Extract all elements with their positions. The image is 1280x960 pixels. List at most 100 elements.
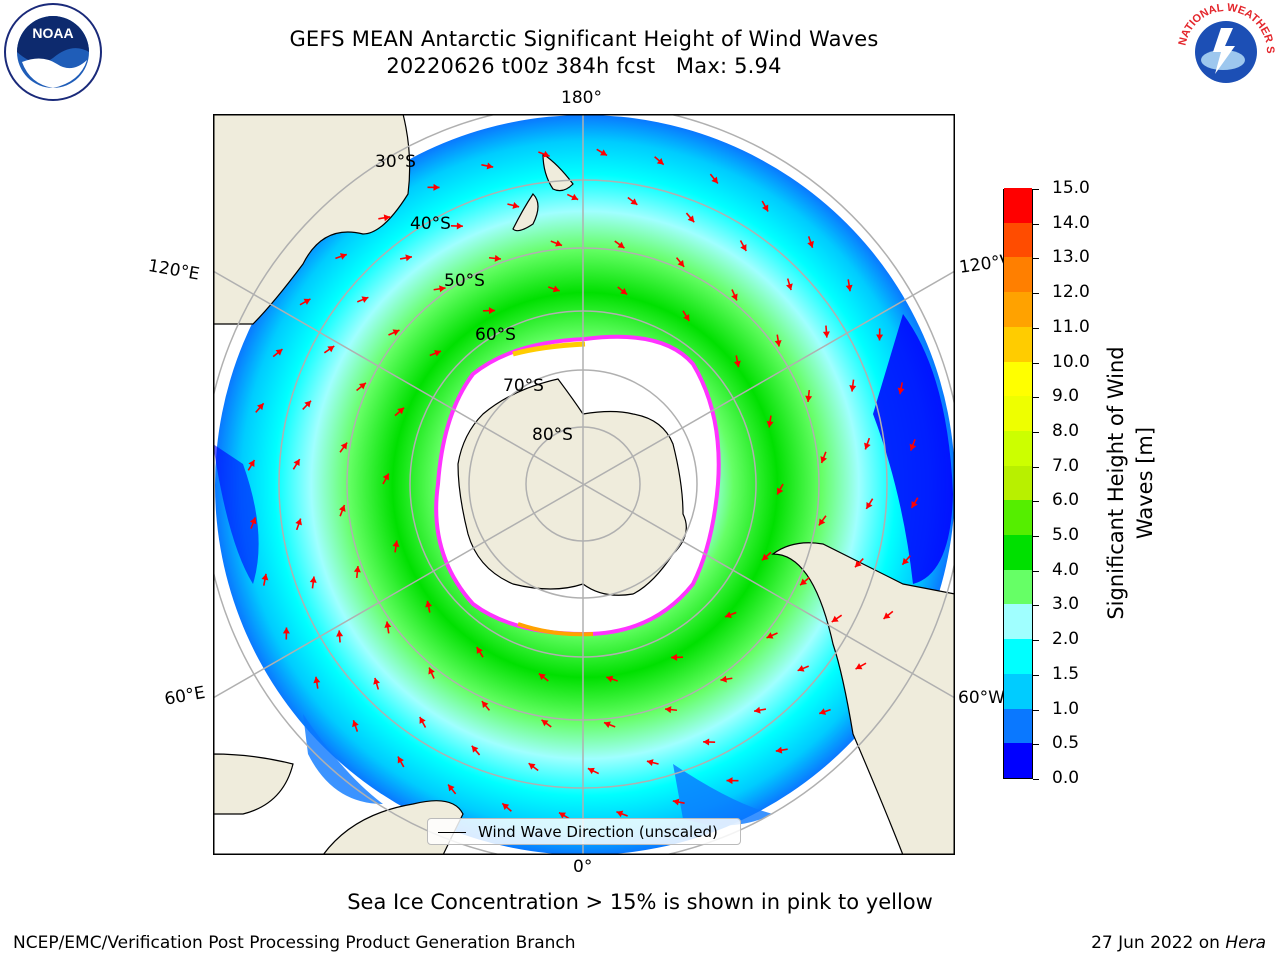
colorbar-tick [1033, 744, 1039, 746]
colorbar-tick-label: 3.0 [1052, 594, 1080, 615]
wave-arrow-head [340, 442, 348, 450]
wave-arrow-head [820, 456, 827, 463]
wave-arrow-head [434, 349, 441, 357]
colorbar-tick-label: 6.0 [1052, 490, 1080, 511]
colorbar-tick [1033, 536, 1039, 538]
wave-arrow-head [646, 759, 654, 766]
colorbar-tick-label: 0.5 [1052, 733, 1080, 754]
colorbar-segment [1004, 361, 1032, 397]
wave-arrow-head [502, 803, 510, 810]
colorbar-segment [1004, 465, 1032, 501]
colorbar-segment [1004, 395, 1032, 431]
colorbar-tick-label: 11.0 [1052, 316, 1090, 337]
lat-label-70s: 70°S [503, 376, 544, 396]
wave-arrow-head [428, 667, 435, 675]
wave-arrow-head [711, 176, 718, 184]
colorbar-tick [1033, 223, 1039, 225]
colorbar-tick-label: 2.0 [1052, 629, 1080, 650]
wave-arrow-head [471, 745, 479, 753]
colorbar-tick-label: 13.0 [1052, 247, 1090, 268]
wave-arrow-head [494, 254, 501, 262]
wave-arrow-head [405, 254, 412, 262]
colorbar-segment [1004, 534, 1032, 570]
colorbar-tick [1033, 397, 1039, 399]
wave-arrow-head [822, 331, 830, 338]
wave-arrow-head [800, 578, 807, 586]
wave-arrow-head [392, 540, 400, 547]
lon-label-60e: 60°E [163, 682, 207, 710]
colorbar-tick [1033, 605, 1039, 607]
wave-arrow-head [777, 487, 784, 495]
wave-arrow-head [392, 329, 400, 336]
colorbar-tick [1033, 293, 1039, 295]
colorbar-tick-label: 0.0 [1052, 768, 1080, 788]
colorbar-tick [1033, 709, 1039, 711]
footer-date: 27 Jun 2022 on Hera [1091, 933, 1266, 953]
lat-label-40s: 40°S [410, 214, 451, 234]
wave-arrow-head [397, 407, 405, 415]
wave-arrow-head [552, 285, 560, 293]
wave-arrow-head [359, 382, 366, 390]
wave-arrow-head [587, 767, 595, 775]
wave-arrow-head [762, 204, 769, 212]
colorbar-segment [1004, 742, 1032, 778]
wave-arrow-head [293, 459, 300, 467]
wave-arrow-head [854, 560, 862, 568]
colorbar-tick-label: 9.0 [1052, 386, 1080, 407]
wave-arrow-head [248, 460, 255, 467]
wave-arrow-head [855, 663, 863, 670]
colorbar-segment [1004, 603, 1032, 640]
lat-label-80s: 80°S [532, 425, 573, 445]
colorbar-tick-label: 5.0 [1052, 525, 1080, 546]
wave-arrow-head [433, 183, 440, 191]
wave-arrow-head [831, 615, 839, 622]
wave-arrow-head [542, 150, 550, 158]
colorbar-tick [1033, 327, 1039, 329]
wave-arrow-head [911, 501, 918, 508]
wave-arrow-head [559, 812, 566, 819]
colorbar-tick [1033, 189, 1039, 190]
graticule [213, 114, 955, 855]
wave-arrow-head [257, 403, 264, 411]
wave-arrow-head [740, 244, 747, 252]
wave-arrow-head [476, 646, 483, 654]
wave-arrow-head [617, 241, 625, 249]
lon-label-60w: 60°W [958, 688, 1005, 708]
nws-logo: NATIONAL WEATHER SERVICE [1175, 2, 1276, 100]
colorbar-title: Significant Height of Wind Waves [m] [1104, 346, 1157, 620]
wave-arrow-head [336, 630, 344, 637]
wave-arrow-head [683, 314, 690, 322]
wave-arrow-head [282, 627, 290, 634]
wave-arrow-head [876, 334, 884, 341]
wave-arrow-head [766, 421, 774, 428]
land-south-america [771, 542, 955, 855]
wind-wave-arrows [247, 148, 919, 820]
wave-arrow-head [512, 202, 520, 209]
wave-arrow-head [304, 400, 312, 408]
wave-arrow-head [774, 340, 782, 347]
colorbar-tick-label: 15.0 [1052, 178, 1090, 198]
colorbar [1003, 187, 1033, 779]
wave-arrow-head [309, 576, 317, 583]
colorbar-tick [1033, 640, 1039, 642]
colorbar-segment [1004, 430, 1032, 466]
wave-arrow-head [439, 285, 446, 293]
colorbar-tick [1033, 431, 1039, 433]
colorbar-tick-label: 14.0 [1052, 212, 1090, 233]
wave-arrow-head [672, 798, 680, 806]
wave-arrow-head [382, 473, 389, 481]
wave-arrow-head [555, 240, 562, 247]
colorbar-tick-label: 4.0 [1052, 559, 1080, 580]
wave-arrow-head [883, 612, 891, 619]
wave-arrow-head [373, 677, 380, 685]
lat-label-50s: 50°S [444, 271, 485, 291]
colorbar-tick [1033, 258, 1039, 260]
wave-arrow-head [488, 307, 495, 315]
wave-arrow-head [571, 193, 579, 201]
wave-arrow-head [819, 708, 827, 715]
wave-arrow-head [261, 573, 269, 581]
wave-arrow-head [754, 706, 761, 714]
wave-arrow-head [352, 720, 359, 728]
footer-credit: NCEP/EMC/Verification Post Processing Pr… [13, 933, 576, 953]
wave-arrow-head [606, 675, 614, 683]
